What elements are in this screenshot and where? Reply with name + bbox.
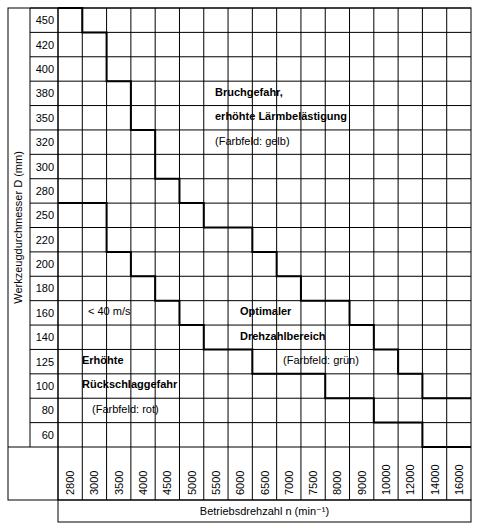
- y-tick-label: 380: [36, 87, 54, 99]
- grid-line: [155, 8, 156, 500]
- grid-line: [82, 8, 83, 500]
- annotation: Bruchgefahr,: [215, 86, 283, 98]
- grid-line: [30, 105, 471, 106]
- x-tick-label: 6000: [234, 471, 246, 495]
- grid-line: [30, 398, 471, 399]
- x-tick-label: 10000: [380, 464, 392, 495]
- x-tick-label: 4500: [161, 471, 173, 495]
- grid-line: [30, 129, 471, 130]
- annotation: erhöhte Lärmbelästigung: [215, 110, 347, 122]
- grid-line: [179, 8, 180, 500]
- y-tick-label: 320: [36, 136, 54, 148]
- grid-line: [30, 276, 471, 277]
- y-tick-label: 350: [36, 112, 54, 124]
- annotation: Drehzahlbereich: [240, 330, 326, 342]
- annotation: Erhöhte: [82, 354, 124, 366]
- x-tick-label: 7000: [283, 471, 295, 495]
- y-tick-label: 60: [42, 429, 54, 441]
- frame-line: [58, 8, 59, 500]
- x-axis-title: Betriebsdrehzahl n (min⁻¹): [200, 505, 329, 517]
- grid-line: [30, 154, 471, 155]
- step-line: [58, 203, 471, 447]
- grid-line: [300, 8, 301, 500]
- grid-line: [30, 251, 471, 252]
- grid-line: [30, 178, 471, 179]
- grid-line: [325, 8, 326, 500]
- grid-line: [203, 8, 204, 500]
- y-tick-label: 220: [36, 234, 54, 246]
- grid-line: [30, 325, 471, 326]
- background: [0, 0, 483, 528]
- x-title-box: [58, 500, 471, 522]
- grid-line: [349, 8, 350, 500]
- x-tick-label: 3000: [88, 471, 100, 495]
- step-line: [58, 8, 471, 398]
- x-tick-labels: 2800 3000 3500 4000 4500 5000 5500 6000 6500 7000…: [64, 464, 465, 495]
- x-tick-label: 3500: [113, 471, 125, 495]
- y-tick-label: 80: [42, 404, 54, 416]
- grid-line: [30, 300, 471, 301]
- x-tick-label: 5500: [210, 471, 222, 495]
- grid-line: [446, 8, 447, 500]
- x-tick-label: 9000: [356, 471, 368, 495]
- frame-outer: [8, 8, 471, 500]
- y-tick-label: 200: [36, 258, 54, 270]
- y-tick-label: 420: [36, 39, 54, 51]
- x-tick-label: 7500: [307, 471, 319, 495]
- x-tick-label: 6500: [259, 471, 271, 495]
- grid-line: [398, 8, 399, 500]
- annotation: Rückschlaggefahr: [82, 378, 178, 390]
- y-tick-label: 140: [36, 331, 54, 343]
- annotation: (Farbfeld: grün): [283, 354, 359, 366]
- frame-line: [8, 447, 471, 448]
- grid-line: [30, 56, 471, 57]
- grid-line: [30, 81, 471, 82]
- y-tick-labels: 60 80 100 125 140 160 180 200 220 250 280 300 320 350…: [36, 14, 54, 441]
- frame-line: [30, 8, 31, 447]
- y-tick-label: 250: [36, 209, 54, 221]
- annotation: (Farbfeld: rot): [92, 403, 159, 415]
- grid-line: [373, 8, 374, 500]
- annotation: (Farbfeld: gelb): [215, 135, 290, 147]
- y-tick-label: 300: [36, 161, 54, 173]
- grid-line: [252, 8, 253, 500]
- y-tick-label: 450: [36, 14, 54, 26]
- series-group: [58, 8, 471, 447]
- x-tick-label: 16000: [453, 464, 465, 495]
- x-tick-label: 2800: [64, 471, 76, 495]
- x-tick-label: 4000: [137, 471, 149, 495]
- grid: [30, 8, 471, 500]
- y-tick-label: 160: [36, 307, 54, 319]
- y-tick-label: 280: [36, 185, 54, 197]
- y-tick-label: 180: [36, 282, 54, 294]
- chart: 60 80 100 125 140 160 180 200 220 250 280 300 320 350…: [0, 0, 483, 528]
- x-tick-label: 5000: [186, 471, 198, 495]
- annotation: Optimaler: [240, 305, 292, 317]
- x-tick-label: 12000: [404, 464, 416, 495]
- annotations: Bruchgefahr, erhöhte Lärmbelästigung (Farb…: [82, 86, 359, 415]
- grid-line: [58, 8, 59, 500]
- y-tick-label: 100: [36, 380, 54, 392]
- x-tick-label: 8000: [331, 471, 343, 495]
- y-tick-label: 400: [36, 63, 54, 75]
- annotation: < 40 m/s: [88, 305, 131, 317]
- chart-root: 60 80 100 125 140 160 180 200 220 250 280 300 320 350…: [0, 0, 483, 528]
- y-axis-title: Werkzeugdurchmesser D (mm): [12, 151, 24, 304]
- grid-line: [228, 8, 229, 500]
- frame: [8, 8, 471, 522]
- x-tick-label: 14000: [429, 464, 441, 495]
- y-tick-label: 125: [36, 356, 54, 368]
